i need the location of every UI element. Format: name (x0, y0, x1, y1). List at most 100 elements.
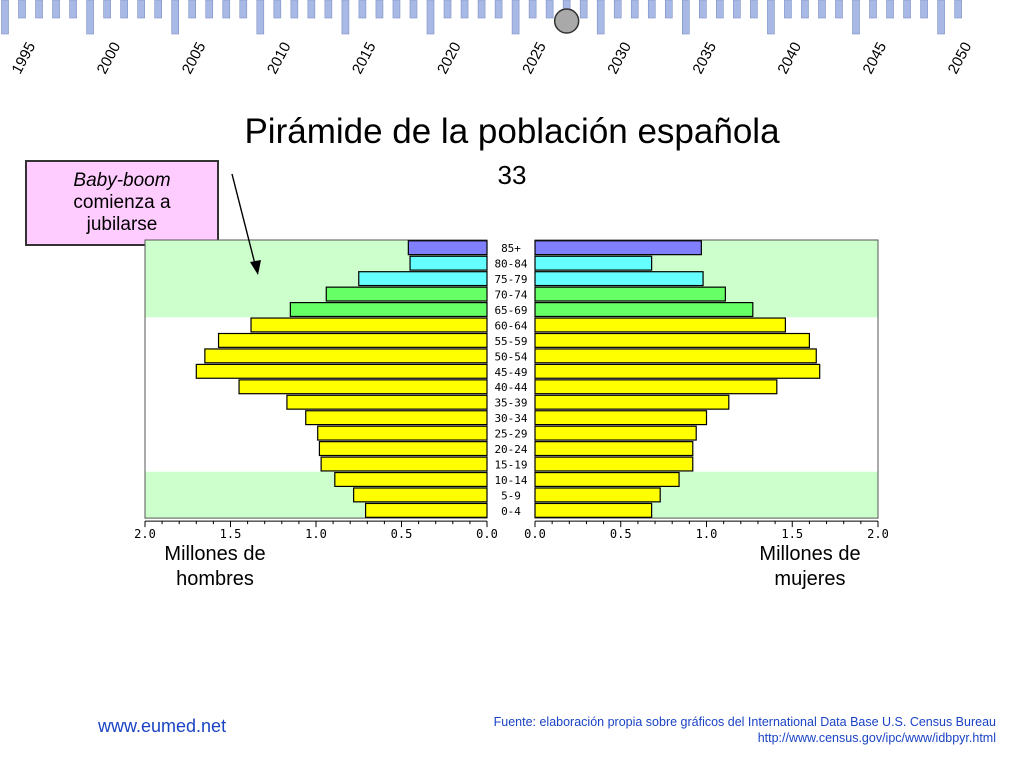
bar-men (358, 271, 488, 287)
bar-men (204, 348, 488, 364)
timeline-tick (273, 0, 282, 19)
timeline-tick (358, 0, 367, 19)
timeline-tick (869, 0, 877, 19)
timeline-tick (630, 0, 639, 19)
bar-men (305, 410, 488, 426)
age-group-label: 55-59 (494, 335, 527, 348)
x-tick-label-left: 2.0 (134, 527, 156, 541)
timeline-tick (937, 0, 945, 35)
x-tick-label-right: 1.5 (781, 527, 803, 541)
bar-women (534, 394, 730, 410)
bar-men (407, 240, 488, 256)
timeline-tick (613, 0, 622, 19)
timeline-tick (647, 0, 656, 19)
timeline-tick (750, 0, 758, 19)
footer-source-url[interactable]: http://www.census.gov/ipc/www/idbpyr.htm… (757, 731, 996, 745)
age-group-label: 60-64 (494, 319, 527, 332)
age-group-label: 75-79 (494, 273, 527, 286)
timeline-tick (409, 0, 418, 19)
bar-men (317, 425, 488, 441)
timeline-tick (801, 0, 809, 19)
timeline-year-marker[interactable] (553, 8, 580, 34)
bar-women (534, 456, 694, 472)
bar-women (534, 502, 653, 518)
age-group-label: 20-24 (494, 443, 527, 456)
age-group-label: 35-39 (494, 397, 527, 410)
bar-women (534, 240, 702, 256)
bar-women (534, 348, 817, 364)
timeline-tick (324, 0, 333, 19)
x-tick-label-left: 1.5 (220, 527, 242, 541)
age-group-label: 30-34 (494, 412, 527, 425)
bar-men (286, 394, 488, 410)
bar-women (534, 271, 704, 287)
bar-women (534, 425, 697, 441)
timeline-tick (18, 0, 26, 19)
timeline-tick (290, 0, 299, 19)
bar-women (534, 487, 661, 503)
right-axis-caption: Millones de mujeres (725, 542, 895, 592)
bar-women (534, 317, 786, 333)
timeline-tick (35, 0, 43, 19)
timeline-tick (460, 0, 469, 19)
timeline-tick (511, 0, 520, 35)
bar-men (364, 502, 488, 518)
bar-women (534, 255, 653, 271)
bar-men (195, 363, 488, 379)
timeline-tick (52, 0, 60, 19)
timeline-tick (767, 0, 775, 35)
timeline-tick (733, 0, 741, 19)
bar-men (409, 255, 488, 271)
bar-men (320, 456, 488, 472)
age-group-label: 25-29 (494, 428, 527, 441)
age-group-label: 10-14 (494, 474, 527, 487)
age-group-label: 80-84 (494, 258, 527, 271)
callout-arrow-head (250, 260, 261, 275)
timeline-tick (239, 0, 248, 19)
timeline-tick (307, 0, 316, 19)
timeline-tick (103, 0, 111, 19)
bar-men (334, 471, 488, 487)
bar-women (534, 363, 821, 379)
bar-women (534, 286, 726, 302)
footer-site-link[interactable]: www.eumed.net (98, 716, 227, 736)
age-group-label: 45-49 (494, 366, 527, 379)
bar-women (534, 379, 778, 395)
bar-men (353, 487, 488, 503)
timeline-tick (852, 0, 860, 35)
age-group-label: 40-44 (494, 381, 527, 394)
timeline-tick (835, 0, 843, 19)
timeline-tick (664, 0, 673, 19)
bar-men (250, 317, 488, 333)
timeline-tick (443, 0, 452, 19)
timeline: 1995 2000 2005 2010 2015 2020 2025 2030 2035 2040… (1, 0, 975, 77)
timeline-tick (528, 0, 537, 19)
callout-line-2: comienza a (73, 192, 171, 213)
callout-line-1: Baby-boom (73, 170, 171, 191)
timeline-tick (903, 0, 911, 19)
timeline-tick (120, 0, 128, 19)
bar-men (217, 332, 488, 348)
timeline-tick (784, 0, 792, 19)
left-axis-caption-line-2: hombres (176, 568, 254, 590)
age-group-label: 65-69 (494, 304, 527, 317)
timeline-tick (341, 0, 350, 35)
x-tick-label-right: 0.0 (524, 527, 546, 541)
right-axis-caption-line-1: Millones de (759, 543, 861, 565)
x-tick-label-right: 0.5 (610, 527, 632, 541)
bar-women (534, 332, 810, 348)
timeline-tick (545, 0, 554, 19)
callout-arrow-line (231, 173, 257, 269)
bar-men (289, 302, 488, 318)
bar-women (534, 302, 754, 318)
timeline-tick (818, 0, 826, 19)
x-tick-label-right: 1.0 (696, 527, 718, 541)
age-group-label: 70-74 (494, 289, 527, 302)
left-axis-caption: Millones de hombres (130, 542, 300, 592)
timeline-tick (154, 0, 162, 19)
right-plot-frame (534, 239, 879, 519)
left-axis-caption-line-1: Millones de (164, 543, 266, 565)
timeline-tick (954, 0, 962, 19)
timeline-tick (222, 0, 231, 19)
